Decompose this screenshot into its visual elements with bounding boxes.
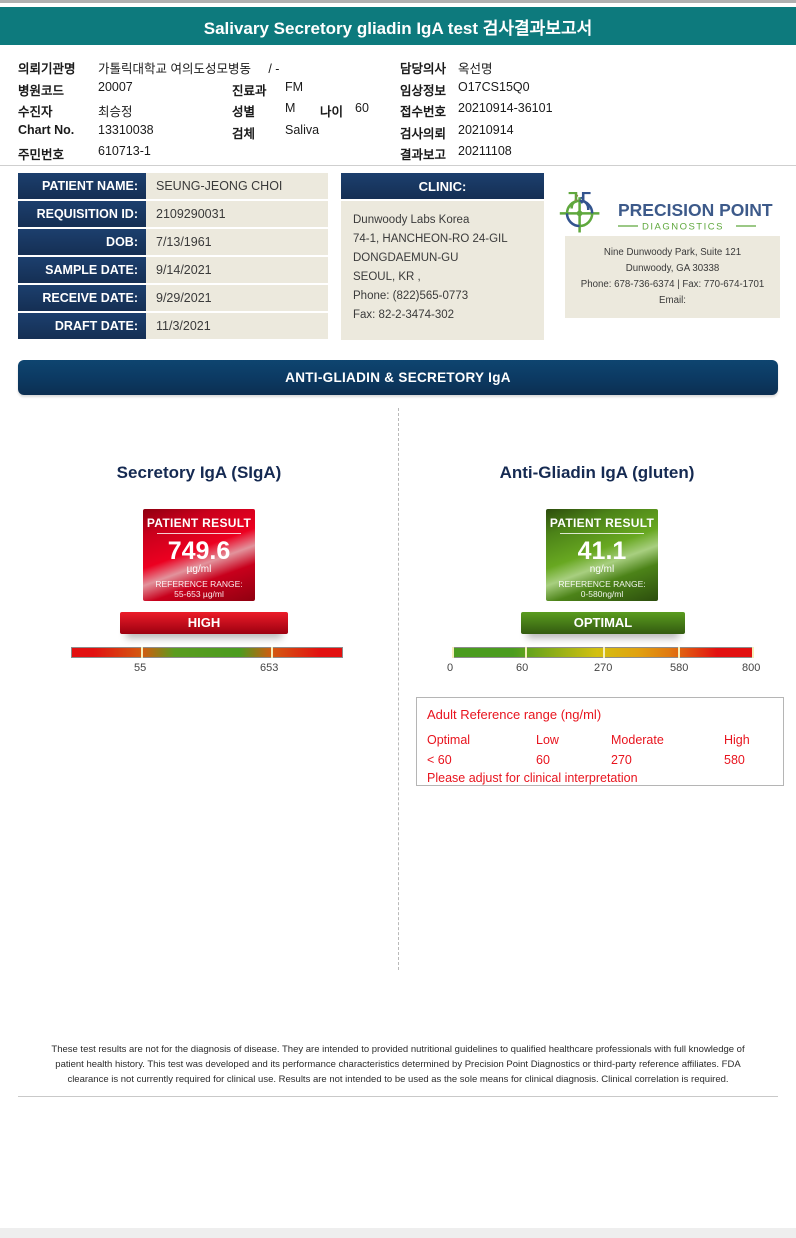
svg-text:PRECISION POINT: PRECISION POINT (618, 200, 773, 220)
svg-text:DIAGNOSTICS: DIAGNOSTICS (642, 222, 724, 233)
